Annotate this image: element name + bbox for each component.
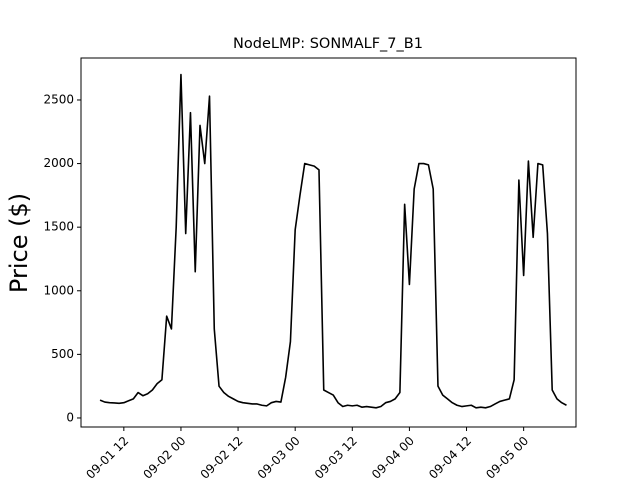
y-tick-label: 0 — [66, 410, 74, 424]
x-tick-label: 09-04 12 — [426, 434, 474, 480]
y-tick-label: 1500 — [43, 220, 74, 234]
x-tick-label: 09-03 12 — [312, 434, 360, 480]
y-axis-label: Price ($) — [5, 193, 33, 293]
y-tick-label: 2500 — [43, 92, 74, 106]
x-tick-label: 09-05 00 — [483, 434, 531, 480]
y-tick-label: 2000 — [43, 156, 74, 170]
x-tick-label: 09-02 00 — [140, 434, 188, 480]
x-tick-label: 09-01 12 — [83, 434, 131, 480]
y-tick-label: 500 — [51, 347, 74, 361]
x-tick-label: 09-02 12 — [198, 434, 246, 480]
chart-title: NodeLMP: SONMALF_7_B1 — [233, 36, 423, 52]
y-tick-label: 1000 — [43, 283, 74, 297]
plot-frame — [80, 57, 577, 428]
price-line — [99, 73, 567, 409]
x-tick-label: 09-04 00 — [369, 434, 417, 480]
x-tick-label: 09-03 00 — [255, 434, 303, 480]
